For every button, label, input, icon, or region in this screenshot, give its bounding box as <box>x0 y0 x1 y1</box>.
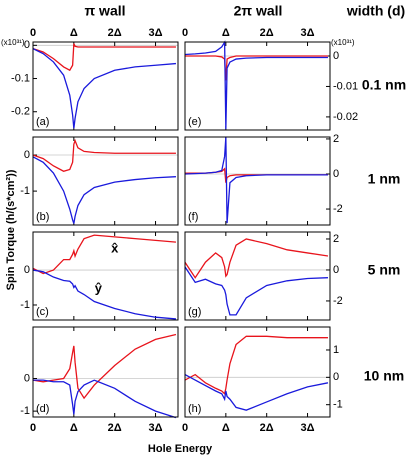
y-tick-label: -2 <box>333 295 343 307</box>
x-tick-label: 0 <box>30 27 36 39</box>
y-tick-label: -0.02 <box>333 111 358 123</box>
data-line <box>184 238 329 279</box>
x-tick-label: 3Δ <box>149 27 163 39</box>
x-tick-label: 2Δ <box>260 422 274 434</box>
data-line <box>32 138 176 172</box>
x-tick-label: 3Δ <box>301 422 315 434</box>
row-label: 1 nm <box>368 171 401 187</box>
y-tick-label: 2 <box>333 133 339 145</box>
data-line <box>184 137 328 224</box>
x-tick-label: Δ <box>222 422 230 434</box>
data-line <box>32 269 177 320</box>
y-tick-label: 0 <box>24 39 30 51</box>
y-tick-label: 2 <box>333 233 339 245</box>
y-tick-label: 0 <box>24 149 30 161</box>
x-tick-label: 0 <box>182 422 188 434</box>
panel-label: (h) <box>188 403 201 415</box>
panel-label: (f) <box>188 211 198 223</box>
y-tick-label: 0 <box>24 264 30 276</box>
data-line <box>184 40 328 130</box>
panel-label: (e) <box>188 116 201 128</box>
x-tick-label: Δ <box>70 422 78 434</box>
data-line <box>184 335 328 396</box>
y-tick-label: -0.01 <box>333 80 358 92</box>
data-line <box>32 156 176 224</box>
data-line <box>184 266 328 316</box>
panel-frame <box>184 41 331 131</box>
column-title: 2π wall <box>234 3 283 19</box>
y-tick-label: -1 <box>20 405 30 417</box>
x-tick-label: Δ <box>222 27 230 39</box>
x-tick-label: 2Δ <box>260 27 274 39</box>
y-tick-label: -1 <box>333 399 343 411</box>
y-tick-label: 0 <box>24 372 30 384</box>
panel-label: (g) <box>188 306 201 318</box>
scale-label: (x10³¹) <box>1 38 25 47</box>
data-line <box>32 333 177 400</box>
data-line <box>33 379 177 419</box>
y-tick-label: 1 <box>333 344 339 356</box>
width-title: width (d) <box>346 3 405 19</box>
y-tick-label: -0.1 <box>11 72 30 84</box>
x-axis-label: Hole Energy <box>148 443 213 455</box>
y-tick-label: -2 <box>333 203 343 215</box>
panel-label: (a) <box>36 116 49 128</box>
data-line <box>184 374 329 411</box>
row-label: 0.1 nm <box>362 77 406 93</box>
panel-frame <box>32 136 179 226</box>
data-line <box>32 43 176 72</box>
panel-frame <box>184 136 331 226</box>
data-line <box>32 48 177 129</box>
panel-frame <box>32 41 179 131</box>
data-line <box>32 234 177 275</box>
annotation: x̂ <box>111 241 119 256</box>
y-axis-label: Spin Torque (h/(s*cm²)) <box>5 169 17 290</box>
x-tick-label: 2Δ <box>108 27 122 39</box>
y-tick-label: 0 <box>333 168 339 180</box>
x-tick-label: 3Δ <box>149 422 163 434</box>
panel-label: (c) <box>36 306 49 318</box>
annotation: ŷ <box>95 281 103 296</box>
x-tick-label: 0 <box>30 422 36 434</box>
panel-frame <box>184 326 331 418</box>
x-tick-label: 3Δ <box>301 27 315 39</box>
y-tick-label: 0 <box>333 264 339 276</box>
y-tick-label: -1 <box>20 299 30 311</box>
y-tick-label: -1 <box>20 185 30 197</box>
y-tick-label: -0.2 <box>11 106 30 118</box>
row-label: 5 nm <box>368 262 401 278</box>
x-tick-label: 2Δ <box>108 422 122 434</box>
scale-label: (x10³¹) <box>331 38 355 47</box>
column-title: π wall <box>84 3 125 19</box>
panel-label: (b) <box>36 211 49 223</box>
x-tick-label: 0 <box>182 27 188 39</box>
row-label: 10 nm <box>364 368 404 384</box>
y-tick-label: 0 <box>333 50 339 62</box>
y-tick-label: 0 <box>333 371 339 383</box>
data-line <box>185 55 328 81</box>
panel-label: (d) <box>36 403 49 415</box>
panel-frame <box>184 231 331 321</box>
panel-frame <box>32 326 179 418</box>
x-tick-label: Δ <box>70 27 78 39</box>
panel-frame <box>32 231 179 321</box>
